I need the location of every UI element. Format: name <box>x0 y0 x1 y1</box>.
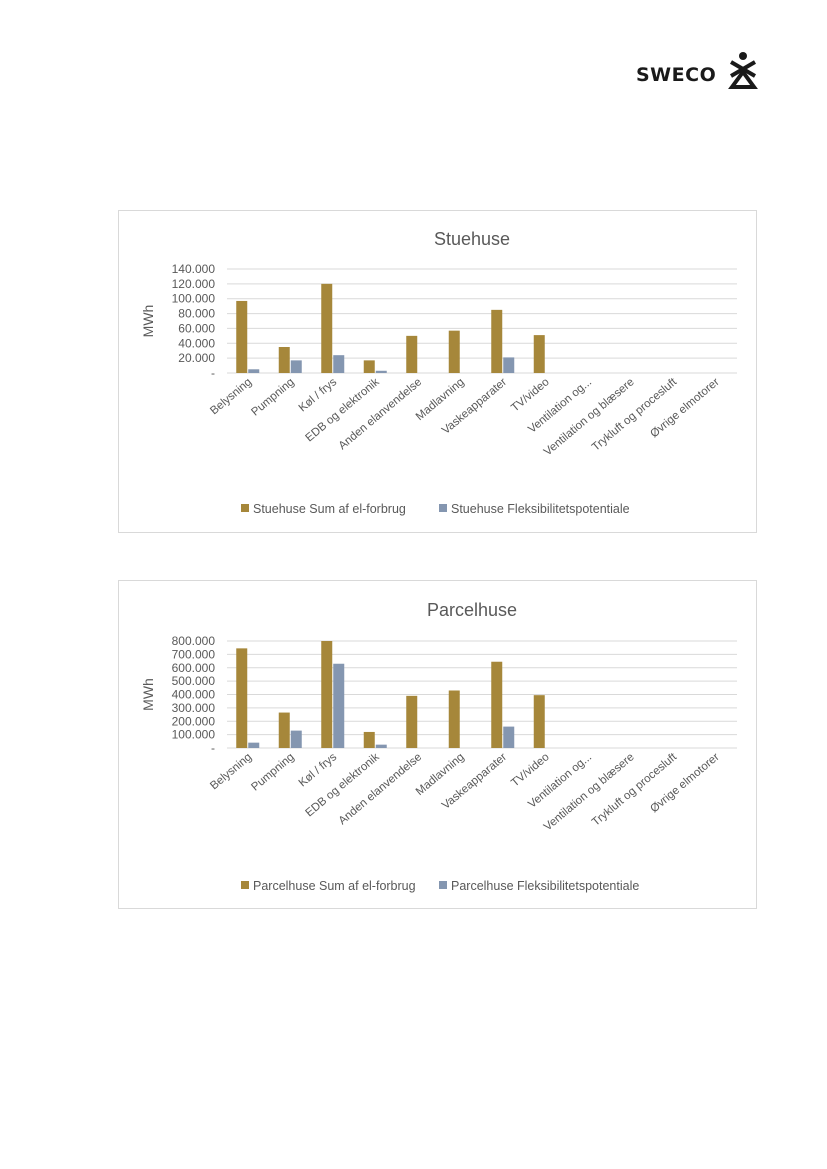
legend-label: Parcelhuse Fleksibilitetspotentiale <box>451 879 639 893</box>
legend-swatch <box>439 504 447 512</box>
category-label: Køl / frys <box>297 751 340 790</box>
y-axis-label: MWh <box>140 305 156 338</box>
bar-sum <box>278 347 290 373</box>
y-tick-label: 100.000 <box>172 292 216 306</box>
category-label: Pumpning <box>249 376 296 418</box>
bar-sum <box>491 309 503 373</box>
legend-swatch <box>439 881 447 889</box>
legend-entry: Stuehuse Fleksibilitetspotentiale <box>439 502 630 516</box>
bar-sum <box>406 335 418 373</box>
bar-sum <box>321 641 333 748</box>
y-tick-label: 700.000 <box>172 647 216 661</box>
category-label: Trykluft og procesluft <box>590 376 680 454</box>
chart-stuehuse-svg: Stuehuse -20.00040.00060.00080.000100.000… <box>140 229 737 516</box>
category-label: Belysning <box>208 376 254 417</box>
y-tick-label: 400.000 <box>172 688 216 702</box>
legend-swatch <box>241 504 249 512</box>
chart-stuehuse: Stuehuse -20.000 40.000 60.000 80.000 100.000… <box>118 210 757 533</box>
sweco-mark-icon <box>728 52 758 89</box>
y-tick-label: 80.000 <box>178 307 215 321</box>
y-axis-label: MWh <box>140 678 156 711</box>
category-label: Trykluft og procesluft <box>590 751 680 829</box>
y-tick-label: 500.000 <box>172 674 216 688</box>
bar-sum <box>448 690 460 748</box>
legend-label: Stuehuse Sum af el-forbrug <box>253 502 406 516</box>
bar-sum <box>363 360 375 373</box>
y-tick-label: 140.000 <box>172 262 216 276</box>
legend-swatch <box>241 881 249 889</box>
bar-flex <box>333 355 345 373</box>
y-tick-label: - <box>211 366 215 380</box>
chart-title: Parcelhuse <box>427 600 517 620</box>
bar-sum <box>363 731 375 748</box>
category-label: TV/video <box>509 376 551 414</box>
bar-sum <box>533 335 545 373</box>
bar-flex <box>503 726 515 748</box>
y-tick-label: 100.000 <box>172 728 216 742</box>
category-label: Anden elanvendelse <box>337 751 425 827</box>
bar-sum <box>448 330 460 373</box>
category-label: Anden elanvendelse <box>337 376 425 452</box>
bar-flex <box>248 742 260 748</box>
category-label: Belysning <box>208 751 254 792</box>
category-label: TV/video <box>509 751 551 789</box>
bar-sum <box>236 648 248 748</box>
bar-flex <box>290 360 302 373</box>
chart-parcelhuse-svg: Parcelhuse -100.000200.000300.000400.0005… <box>140 600 737 893</box>
logo-text: SWECO <box>636 64 717 86</box>
category-label: EDB og elektronik <box>303 751 381 820</box>
category-label: EDB og elektronik <box>303 376 381 445</box>
bar-flex <box>375 370 387 373</box>
bar-flex <box>375 744 387 748</box>
y-tick-label: 600.000 <box>172 661 216 675</box>
legend-label: Parcelhuse Sum af el-forbrug <box>253 879 416 893</box>
chart-parcelhuse: Parcelhuse -100.000 200.000 300.000 400.000 5… <box>118 580 757 909</box>
y-tick-label: 20.000 <box>178 351 215 365</box>
bar-sum <box>406 695 418 748</box>
bar-flex <box>503 357 515 373</box>
category-label: Pumpning <box>249 751 296 793</box>
bar-sum <box>491 661 503 748</box>
chart-title: Stuehuse <box>434 229 510 249</box>
y-tick-label: 200.000 <box>172 714 216 728</box>
legend-entry: Parcelhuse Fleksibilitetspotentiale <box>439 879 639 893</box>
legend-entry: Stuehuse Sum af el-forbrug <box>241 502 406 516</box>
bar-sum <box>321 283 333 373</box>
bar-flex <box>248 369 260 373</box>
y-tick-label: 40.000 <box>178 336 215 350</box>
bar-sum <box>278 712 290 748</box>
y-tick-label: - <box>211 741 215 755</box>
sweco-logo: SWECO <box>636 48 764 92</box>
category-label: Køl / frys <box>297 376 340 415</box>
y-tick-label: 800.000 <box>172 634 216 648</box>
bar-flex <box>333 663 345 748</box>
y-tick-label: 300.000 <box>172 701 216 715</box>
y-tick-label: 120.000 <box>172 277 216 291</box>
bar-sum <box>533 695 545 748</box>
y-tick-label: 60.000 <box>178 321 215 335</box>
legend-label: Stuehuse Fleksibilitetspotentiale <box>451 502 630 516</box>
bar-flex <box>290 730 302 748</box>
bar-sum <box>236 300 248 373</box>
legend-entry: Parcelhuse Sum af el-forbrug <box>241 879 416 893</box>
